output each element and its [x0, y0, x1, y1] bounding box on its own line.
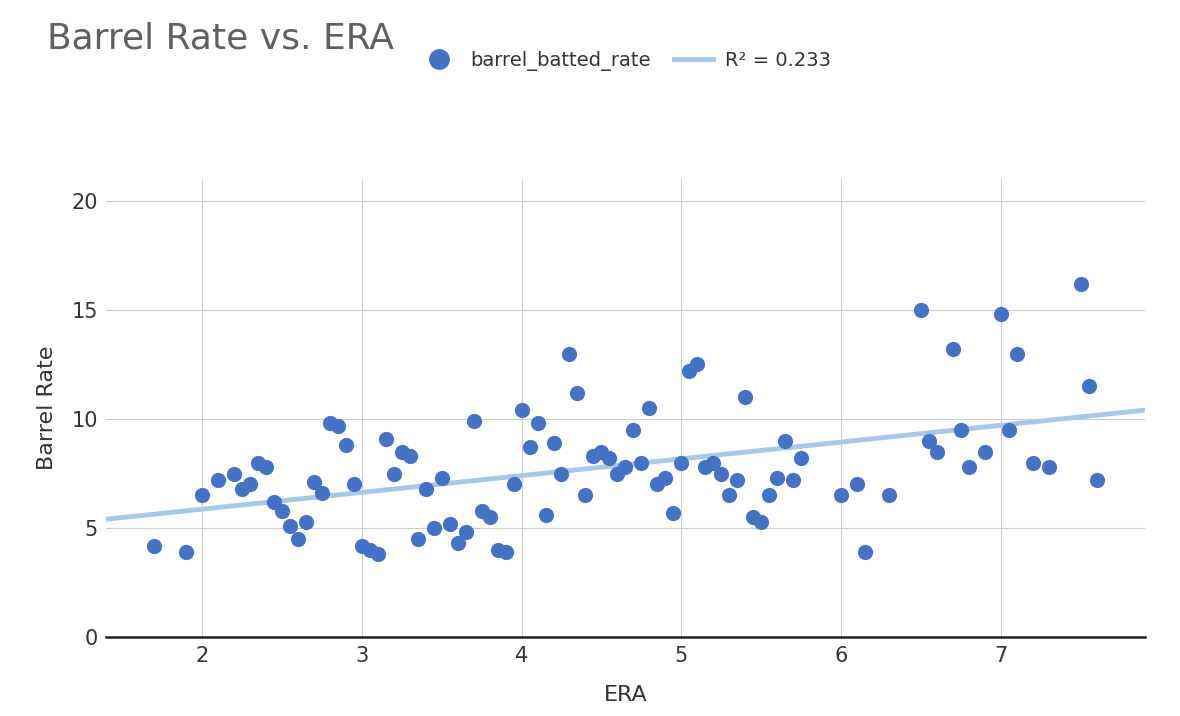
- Point: [232, 483, 251, 495]
- Point: [241, 479, 260, 490]
- Legend: barrel_batted_rate, R² = 0.233: barrel_batted_rate, R² = 0.233: [420, 52, 831, 72]
- Point: [345, 479, 363, 490]
- Y-axis label: Barrel Rate: Barrel Rate: [38, 346, 58, 470]
- Point: [448, 538, 467, 549]
- Point: [224, 468, 243, 479]
- Point: [464, 415, 483, 427]
- Point: [775, 435, 794, 447]
- Point: [919, 435, 938, 447]
- Point: [856, 546, 874, 558]
- Point: [696, 461, 715, 473]
- Point: [273, 505, 291, 516]
- Point: [720, 490, 739, 501]
- Point: [360, 544, 379, 556]
- Point: [784, 475, 802, 486]
- Point: [304, 477, 323, 488]
- Point: [959, 461, 978, 473]
- Text: Barrel Rate vs. ERA: Barrel Rate vs. ERA: [47, 21, 394, 55]
- Point: [296, 516, 315, 527]
- Point: [520, 442, 539, 453]
- Point: [425, 523, 444, 534]
- Point: [832, 490, 851, 501]
- Point: [1071, 278, 1090, 289]
- Point: [1087, 475, 1106, 486]
- Point: [999, 424, 1018, 435]
- Point: [728, 475, 747, 486]
- Point: [664, 507, 683, 518]
- Point: [249, 457, 268, 468]
- Point: [408, 533, 427, 545]
- Point: [976, 446, 995, 458]
- Point: [489, 544, 507, 556]
- Point: [552, 468, 571, 479]
- Point: [392, 446, 411, 458]
- Point: [544, 437, 563, 449]
- Point: [560, 348, 579, 359]
- Point: [743, 511, 762, 523]
- Point: [385, 468, 404, 479]
- Point: [256, 461, 275, 473]
- Point: [288, 533, 307, 545]
- Point: [592, 446, 611, 458]
- Point: [632, 457, 651, 468]
- Point: [624, 424, 643, 435]
- Point: [313, 488, 332, 499]
- Point: [911, 304, 930, 316]
- Point: [1040, 461, 1058, 473]
- Point: [951, 424, 970, 435]
- Point: [536, 509, 555, 521]
- Point: [792, 453, 811, 464]
- Point: [703, 457, 722, 468]
- Point: [760, 490, 779, 501]
- Point: [1008, 348, 1027, 359]
- Point: [568, 387, 586, 399]
- Point: [616, 461, 635, 473]
- Point: [512, 405, 531, 416]
- Point: [879, 490, 898, 501]
- Point: [353, 540, 372, 551]
- Point: [1080, 381, 1099, 392]
- Point: [496, 546, 514, 558]
- Point: [712, 468, 730, 479]
- Point: [457, 527, 476, 538]
- Point: [368, 548, 387, 560]
- Point: [640, 402, 658, 414]
- Point: [417, 483, 435, 495]
- Point: [440, 518, 459, 530]
- Point: [504, 479, 523, 490]
- Point: [529, 417, 548, 429]
- Point: [209, 475, 228, 486]
- Point: [192, 490, 211, 501]
- X-axis label: ERA: ERA: [603, 685, 648, 705]
- Point: [648, 479, 667, 490]
- Point: [336, 440, 355, 451]
- Point: [321, 417, 340, 429]
- Point: [376, 433, 395, 445]
- Point: [576, 490, 595, 501]
- Point: [608, 468, 627, 479]
- Point: [671, 457, 690, 468]
- Point: [752, 516, 771, 527]
- Point: [688, 359, 707, 370]
- Point: [944, 344, 963, 355]
- Point: [656, 473, 675, 484]
- Point: [847, 479, 866, 490]
- Point: [432, 473, 451, 484]
- Point: [584, 450, 603, 462]
- Point: [400, 450, 419, 462]
- Point: [145, 540, 164, 551]
- Point: [264, 496, 283, 508]
- Point: [736, 392, 755, 403]
- Point: [768, 473, 787, 484]
- Point: [927, 446, 946, 458]
- Point: [1023, 457, 1042, 468]
- Point: [480, 511, 499, 523]
- Point: [177, 546, 196, 558]
- Point: [472, 505, 491, 516]
- Point: [991, 309, 1010, 320]
- Point: [599, 453, 618, 464]
- Point: [281, 521, 300, 532]
- Point: [328, 420, 347, 431]
- Point: [680, 365, 699, 377]
